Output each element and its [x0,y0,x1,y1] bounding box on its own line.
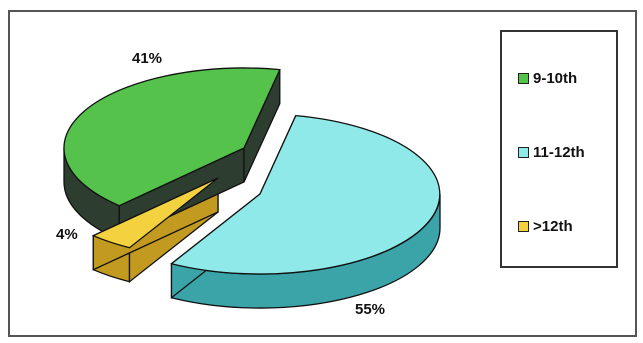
legend-label-11-12th: 11-12th [533,144,585,161]
legend-swatch-11-12th [518,147,529,158]
slice-11-12th [170,114,441,275]
legend-swatch-9-10th [518,73,529,84]
data-label-11-12th: 55% [355,301,386,318]
pie-tops [63,67,441,275]
legend: 9-10th 11-12th >12th [500,30,618,268]
legend-swatch-gt12th [518,221,529,232]
legend-item-gt12th: >12th [518,218,573,235]
slice-9-10th [63,67,281,207]
data-label-9-10th: 41% [132,50,163,67]
slice-gt12th [91,177,219,249]
legend-label-gt12th: >12th [533,218,573,235]
legend-item-9-10th: 9-10th [518,70,577,87]
data-label-gt12th: 4% [56,226,78,243]
legend-label-9-10th: 9-10th [533,70,578,87]
legend-item-11-12th: 11-12th [518,144,585,161]
